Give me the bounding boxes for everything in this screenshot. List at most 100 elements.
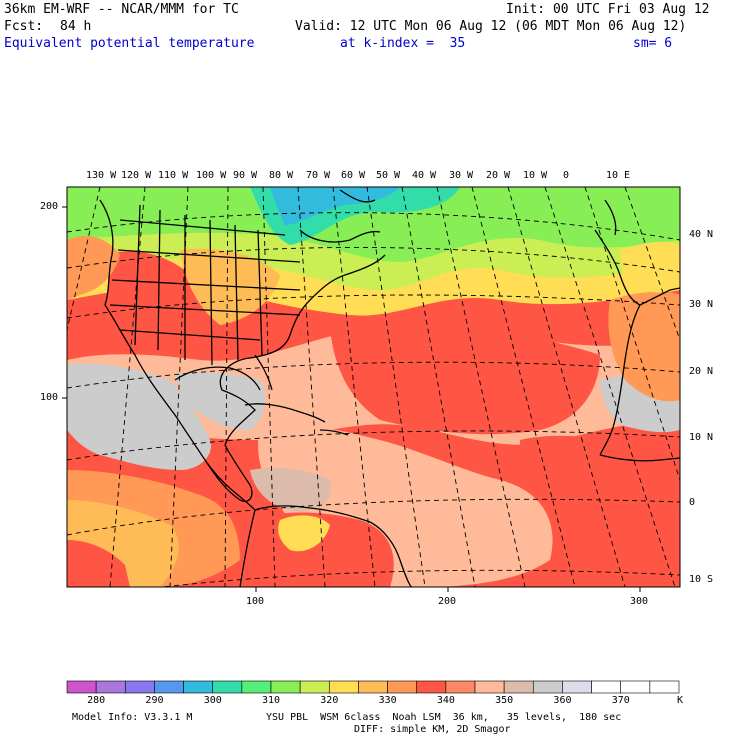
colorbar-tick-label: 280 [87,695,106,706]
north-africa-field [608,291,680,402]
colorbar-tick-label: 320 [320,695,339,706]
colorbar-tick-label: 290 [145,695,164,706]
sa-west-coast [239,509,256,587]
colorbar-swatch [299,680,330,694]
grid-x-200: 200 [438,596,457,607]
colorbar-swatch [387,680,418,694]
map-frame [66,186,681,588]
band-360-gulf [175,372,266,431]
colorbar-swatch [503,680,534,694]
cuba-coast [244,403,326,423]
colorbar-swatch [445,680,476,694]
lon-label: 120 W [121,170,152,181]
lat-10s-line [158,569,680,587]
colorbar-swatch [270,680,301,694]
lon-60w [366,187,426,587]
florida-coast [254,354,273,391]
lon-10w [544,187,676,587]
lon-label: 10 E [606,170,631,181]
colorbar-tick-label: 300 [203,695,222,706]
lon-label: 110 W [158,170,189,181]
lon-label: 130 W [86,170,117,181]
model-title: 36km EM-WRF -- NCAR/MMM for TC [4,2,239,17]
lon-label: 70 W [306,170,331,181]
caribbean-gray [250,468,331,512]
western-us-hot [108,251,194,341]
lon-130w [67,187,101,331]
colorbar-swatch [212,680,243,694]
colorbar-swatch [183,680,214,694]
colorbar-tick-label: 310 [262,695,281,706]
lon-90w [262,187,276,587]
model-info: Model Info: V3.3.1 M [72,712,193,723]
colorbar-swatch [66,680,97,694]
colorbar-swatch [649,680,680,694]
lat-label: 30 N [689,299,714,310]
lon-110w [169,187,189,587]
colorbar-swatch [591,680,622,694]
vertical-level: at k-index = 35 [340,36,466,51]
band-315 [67,187,680,262]
colorbar-swatch [358,680,388,694]
coastlines [99,189,680,587]
state-borders-h [109,219,301,341]
lat-20n-line [67,361,680,389]
lon-0 [584,187,680,481]
south-atlantic-red [560,507,680,587]
lat-30n-line [67,294,680,319]
na-coast [99,199,386,502]
central-america-coast [204,459,256,511]
lon-label: 20 W [486,170,511,181]
lon-120w [109,187,146,587]
uk-coast [604,199,617,236]
iberia-coast [594,229,680,306]
field-name: Equivalent potential temperature [4,36,255,51]
colorbar-swatch [620,680,651,694]
colorbar-swatch [124,680,155,694]
lat-label: 10 S [689,574,714,585]
lat-label: 0 [689,497,696,508]
lat-45n [67,212,680,241]
lon-label: 90 W [233,170,258,181]
colorbar-swatch [474,680,505,694]
lat-10n-line [67,430,680,461]
smoothing: sm= 6 [633,36,673,51]
iberia-field [620,241,680,293]
lon-label: 30 W [449,170,474,181]
forecast-label: Fcst: [4,19,44,34]
hudson-coast [299,229,381,243]
lon-100w [224,187,229,587]
colorbar-tick-label: 360 [553,695,572,706]
lat-label: 40 N [689,229,714,240]
valid-time: Valid: 12 UTC Mon 06 Aug 12 (06 MDT Mon … [295,19,687,34]
lon-label: 10 W [523,170,548,181]
colorbar-swatch [562,680,592,694]
band-360-west [67,363,211,470]
diffusion-info: DIFF: simple KM, 2D Smagor [354,724,511,735]
colorbar-tick-label: 350 [495,695,514,706]
gulf-coast [174,366,261,391]
graticule [67,187,680,587]
nw-orange [67,235,120,300]
colorbar-tick-label: 330 [378,695,397,706]
lon-label: 40 W [412,170,437,181]
colorbar-swatch [416,680,447,694]
lat-40n-line [67,247,680,273]
grid-y-200: 200 [40,201,59,212]
lon-label: 100 W [196,170,227,181]
atlantic-core [330,324,600,435]
lon-30w [471,187,576,587]
lon-80w [297,187,326,587]
lat-label: 20 N [689,366,714,377]
colorbar-tick-label: 370 [611,695,630,706]
grid-x-100: 100 [246,596,265,607]
gulf-of-guinea-coast [599,454,680,462]
lon-20w [507,187,626,587]
south-america-coast [254,505,413,587]
africa-coast [599,304,641,456]
colorbar-swatch [532,680,563,694]
grid-x-300: 300 [630,596,649,607]
hispaniola-coast [319,429,349,436]
